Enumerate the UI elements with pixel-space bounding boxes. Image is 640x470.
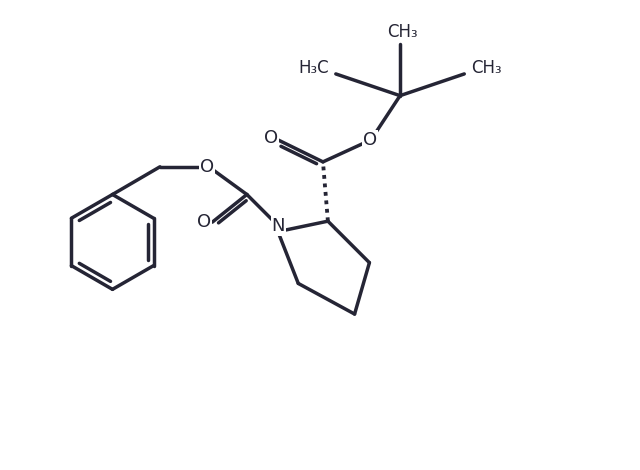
Text: H₃C: H₃C [299,59,330,77]
Text: O: O [264,129,278,147]
Text: CH₃: CH₃ [470,59,501,77]
Text: CH₃: CH₃ [387,24,417,41]
Text: N: N [272,217,285,235]
Text: O: O [197,213,211,231]
Text: O: O [364,131,378,149]
Text: O: O [200,158,214,176]
